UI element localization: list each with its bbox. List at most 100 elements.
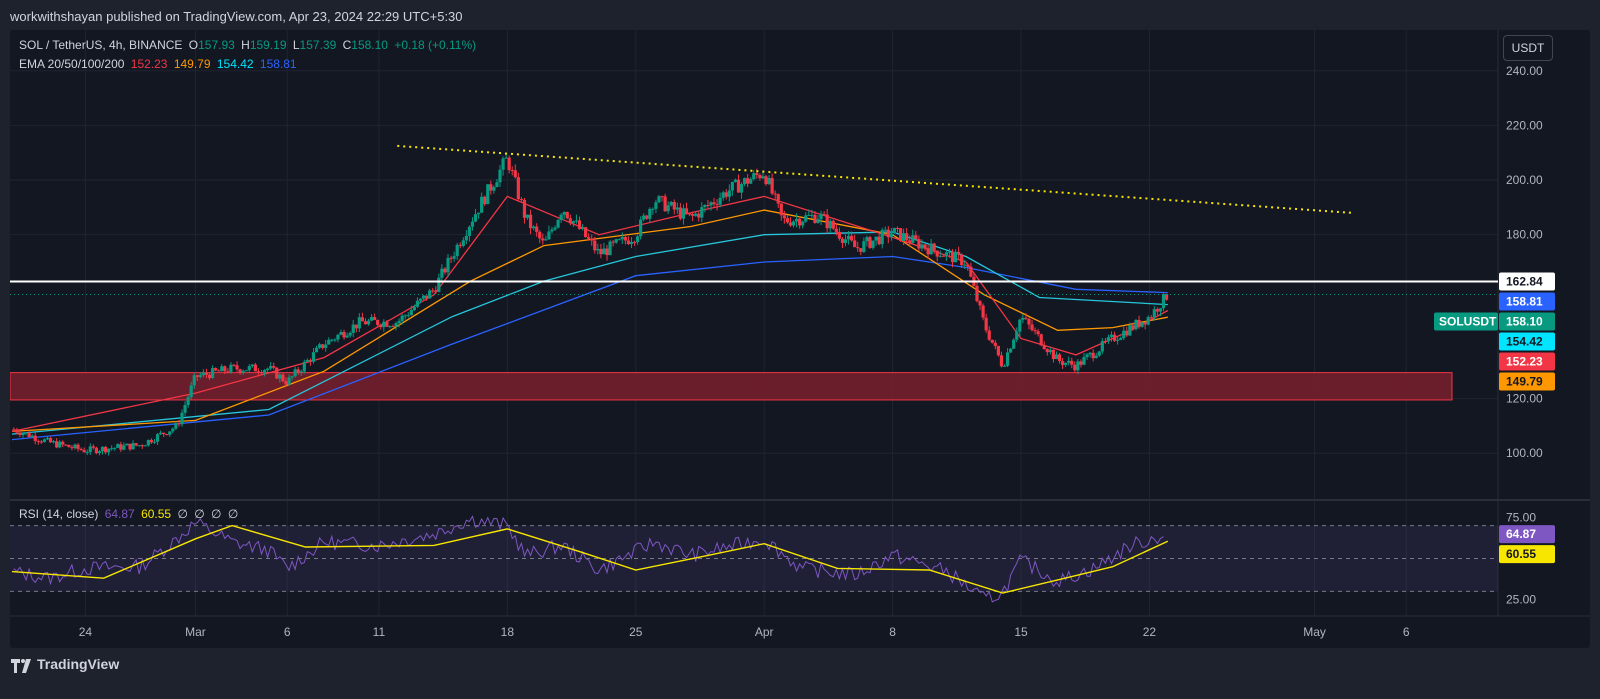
candle-body xyxy=(431,290,435,292)
candle-body xyxy=(605,248,609,256)
candle-body xyxy=(791,221,796,226)
candle-body xyxy=(495,182,499,188)
candle-body xyxy=(15,429,19,433)
candle-body xyxy=(36,440,40,442)
candle-body xyxy=(244,370,248,372)
time-tick-label: 8 xyxy=(889,625,896,639)
candle-body xyxy=(706,205,710,207)
candle-body xyxy=(782,215,786,219)
ema-legend[interactable]: EMA 20/50/100/200 152.23 149.79 154.42 1… xyxy=(19,57,300,71)
candle-body xyxy=(911,235,915,243)
candle-body xyxy=(507,157,511,171)
candle-body xyxy=(697,213,701,218)
candle-body xyxy=(192,375,196,386)
candle-body xyxy=(678,207,682,219)
ema-100-line xyxy=(11,231,1168,435)
candle-body xyxy=(892,227,897,234)
candle-body xyxy=(816,219,820,223)
candle-body xyxy=(250,364,254,367)
candle-body xyxy=(761,176,765,179)
candle-body xyxy=(755,173,759,176)
candle-body xyxy=(388,326,392,328)
candle-body xyxy=(599,248,603,255)
close-label: C xyxy=(342,38,352,52)
candle-body xyxy=(516,177,520,200)
candle-body xyxy=(171,428,175,432)
time-tick-label: 18 xyxy=(501,625,515,639)
candle-body xyxy=(596,248,600,251)
candle-body xyxy=(1048,349,1052,353)
candle-body xyxy=(1094,355,1098,359)
candle-body xyxy=(623,237,627,241)
rsi-value: 64.87 xyxy=(104,507,135,521)
candle-body xyxy=(1097,351,1101,356)
candle-body xyxy=(810,214,814,216)
candle-body xyxy=(418,298,423,301)
candle-body xyxy=(944,252,949,257)
candle-body xyxy=(718,197,722,205)
candle-body xyxy=(366,320,371,325)
price-label: 158.10 xyxy=(1506,315,1543,329)
chart-area[interactable]: 240.00 220.00 200.00 180.00 120.00 100.00 162.… xyxy=(10,30,1590,648)
time-tick-label: 6 xyxy=(1403,625,1410,639)
candle-body xyxy=(544,239,548,241)
candle-body xyxy=(461,240,465,246)
candle-body xyxy=(70,447,74,449)
rsi-label: RSI (14, close) xyxy=(19,507,99,521)
price-label-bg xyxy=(1499,352,1555,371)
candle-body xyxy=(938,255,942,257)
candle-body xyxy=(798,218,802,226)
candle-body xyxy=(905,233,909,241)
candle-body xyxy=(45,437,50,440)
chart-canvas[interactable]: 240.00 220.00 200.00 180.00 120.00 100.00 162.… xyxy=(10,30,1590,648)
candle-body xyxy=(1100,341,1104,352)
candle-body xyxy=(369,317,374,321)
candle-body xyxy=(223,366,227,372)
candle-body xyxy=(1131,325,1135,330)
candle-body xyxy=(733,179,738,182)
candle-body xyxy=(229,364,233,373)
candle-body xyxy=(290,376,294,378)
candle-body xyxy=(342,331,346,338)
candle-body xyxy=(415,300,420,307)
candle-body xyxy=(1036,331,1040,335)
candle-body xyxy=(990,339,994,343)
candle-body xyxy=(339,331,343,335)
candle-body xyxy=(159,432,163,435)
candle-body xyxy=(351,324,355,333)
price-tick-label: 180.00 xyxy=(1506,228,1543,242)
symbol-legend[interactable]: SOL / TetherUS, 4h, BINANCE O157.93 H159… xyxy=(19,38,479,52)
candle-body xyxy=(831,220,835,229)
candle-body xyxy=(559,214,563,220)
candle-body xyxy=(694,213,698,216)
candle-body xyxy=(987,330,991,340)
price-tick-label: 240.00 xyxy=(1506,64,1543,78)
candle-body xyxy=(281,374,285,382)
candle-body xyxy=(574,220,579,222)
candle-body xyxy=(425,295,429,299)
symbol-tag: SOLUSDT xyxy=(1439,315,1497,329)
candle-body xyxy=(794,218,799,222)
candle-body xyxy=(201,372,206,376)
rsi-legend[interactable]: RSI (14, close) 64.87 60.55 ∅ ∅ ∅ ∅ xyxy=(19,507,241,521)
tradingview-logo-icon xyxy=(11,659,31,673)
candle-body xyxy=(363,321,368,325)
candle-body xyxy=(76,444,80,449)
low-label: L xyxy=(292,38,300,52)
candle-body xyxy=(629,241,634,245)
candle-body xyxy=(1005,352,1010,366)
candle-body xyxy=(1079,361,1083,365)
support-zone xyxy=(10,372,1453,401)
rsi-value-label: 60.55 xyxy=(1506,547,1536,561)
candle-body xyxy=(1039,334,1043,346)
candle-body xyxy=(302,361,306,372)
currency-button[interactable]: USDT xyxy=(1503,35,1553,61)
candle-body xyxy=(354,324,358,329)
candle-body xyxy=(1161,294,1166,309)
candle-body xyxy=(715,204,719,206)
tradingview-logo[interactable]: TradingView xyxy=(11,656,119,673)
candle-body xyxy=(746,178,750,184)
candle-body xyxy=(957,251,961,255)
candle-body xyxy=(253,364,257,372)
candle-body xyxy=(1091,352,1095,359)
